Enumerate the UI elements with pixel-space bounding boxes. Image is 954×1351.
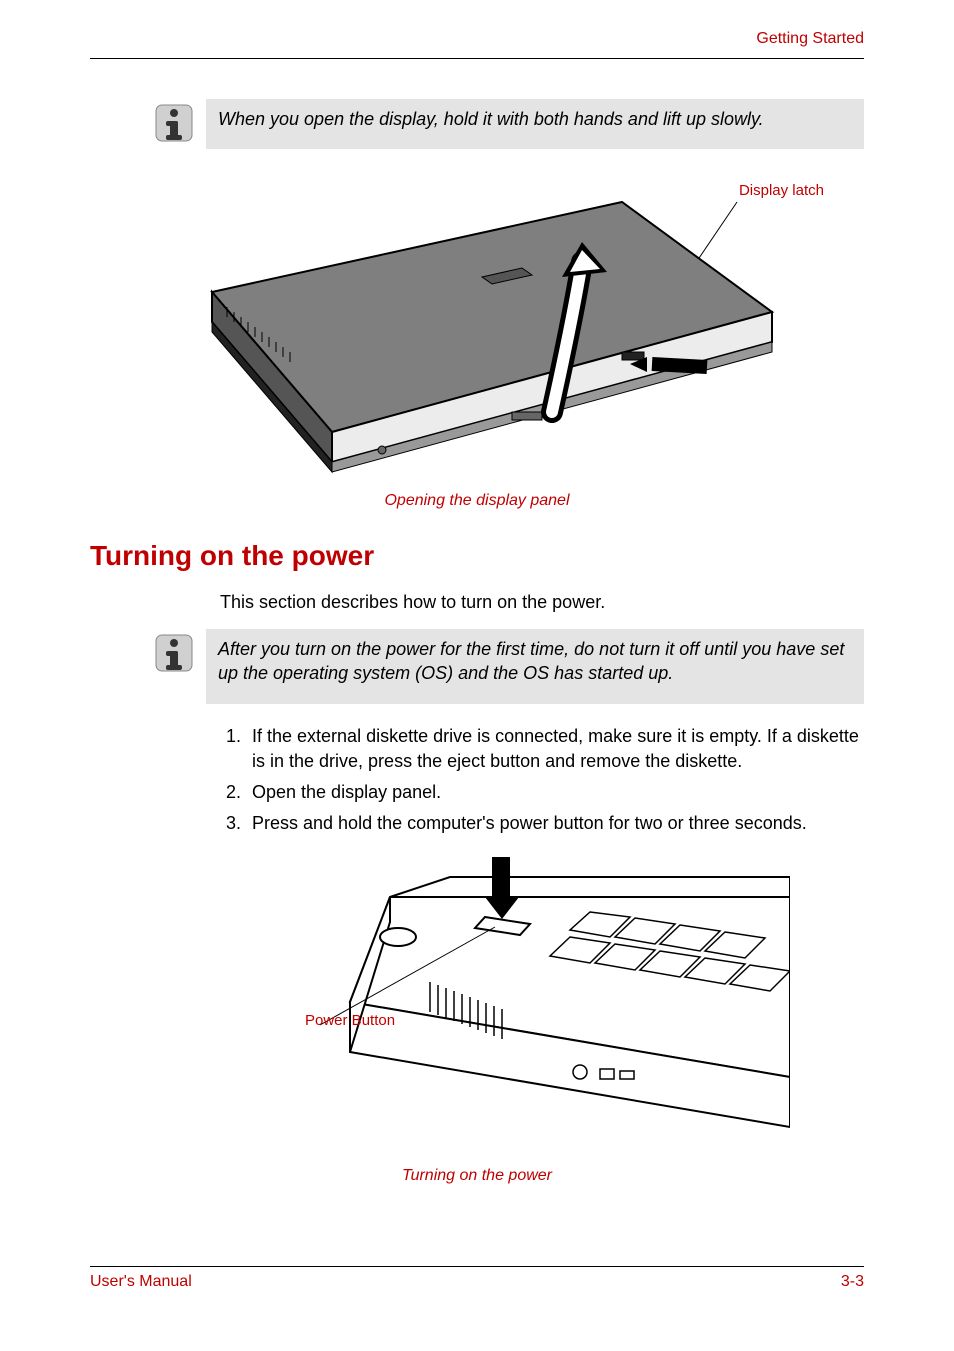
figure2-caption: Turning on the power (90, 1167, 864, 1185)
figure1-caption: Opening the display panel (90, 492, 864, 510)
figure-opening-display: Display latch (90, 172, 864, 510)
laptop-closed-illustration (152, 172, 802, 482)
figure-power-button: Power Button (90, 857, 864, 1185)
note-block-1: When you open the display, hold it with … (150, 99, 864, 152)
note-text-2: After you turn on the power for the firs… (206, 629, 864, 704)
step-1: If the external diskette drive is connec… (246, 724, 864, 774)
footer-right: 3-3 (841, 1273, 864, 1291)
callout-power-button: Power Button (305, 1012, 395, 1029)
note-text-1: When you open the display, hold it with … (206, 99, 864, 149)
note-block-2: After you turn on the power for the firs… (150, 629, 864, 704)
step-2: Open the display panel. (246, 780, 864, 805)
info-icon (150, 629, 198, 682)
header-rule (90, 58, 864, 59)
steps-list: If the external diskette drive is connec… (220, 724, 864, 837)
info-icon (150, 99, 198, 152)
laptop-power-illustration (230, 857, 790, 1157)
page-footer: User's Manual 3-3 (90, 1266, 864, 1291)
header-section-name: Getting Started (90, 30, 864, 48)
footer-rule (90, 1266, 864, 1267)
section-heading-turning-on-power: Turning on the power (90, 540, 864, 572)
section-intro-text: This section describes how to turn on th… (220, 590, 864, 615)
footer-left: User's Manual (90, 1273, 192, 1291)
step-3: Press and hold the computer's power butt… (246, 811, 864, 836)
callout-display-latch: Display latch (739, 182, 824, 199)
